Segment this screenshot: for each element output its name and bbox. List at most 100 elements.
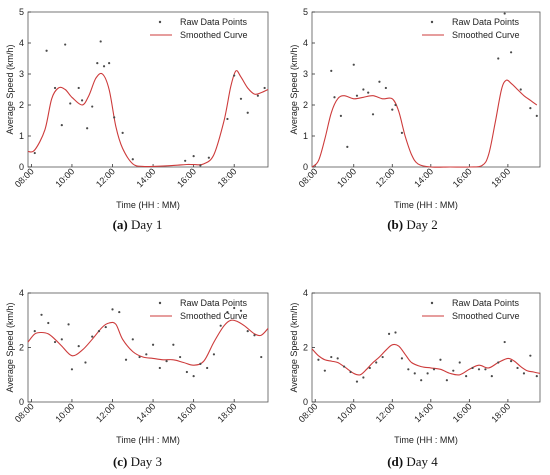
x-tick-label: 16:00 bbox=[175, 401, 198, 424]
x-axis-label: Time (HH : MM) bbox=[116, 435, 180, 445]
y-tick-label: 2 bbox=[19, 100, 24, 110]
raw-data-point bbox=[104, 325, 107, 329]
raw-data-point bbox=[330, 69, 333, 72]
x-tick-label: 18:00 bbox=[489, 166, 512, 189]
x-tick-label: 14:00 bbox=[412, 401, 435, 424]
x-tick-label: 16:00 bbox=[175, 166, 198, 189]
raw-data-point bbox=[99, 40, 102, 43]
raw-data-point bbox=[452, 369, 455, 372]
raw-data-point bbox=[138, 355, 141, 359]
x-tick-label: 12:00 bbox=[374, 401, 397, 424]
raw-data-point bbox=[519, 88, 522, 91]
raw-data-point bbox=[131, 158, 134, 161]
raw-data-point bbox=[226, 117, 229, 121]
legend-label: Raw Data Points bbox=[452, 17, 520, 27]
raw-data-point bbox=[362, 376, 365, 379]
raw-data-point bbox=[70, 368, 74, 371]
raw-data-point bbox=[179, 355, 182, 359]
raw-data-point bbox=[509, 360, 513, 363]
raw-data-point bbox=[246, 330, 249, 333]
y-tick-label: 1 bbox=[19, 131, 24, 141]
raw-data-point bbox=[346, 145, 349, 148]
x-tick-label: 14:00 bbox=[134, 166, 157, 189]
raw-data-point bbox=[484, 368, 487, 371]
x-axis-label: Time (HH : MM) bbox=[394, 200, 458, 210]
raw-data-point bbox=[387, 332, 391, 335]
raw-data-point bbox=[97, 330, 101, 333]
raw-data-point bbox=[375, 361, 378, 364]
raw-data-point bbox=[522, 372, 526, 375]
x-tick-label: 14:00 bbox=[134, 401, 157, 424]
legend-point-marker bbox=[430, 301, 434, 305]
x-tick-label: 08:00 bbox=[13, 166, 36, 189]
y-tick-label: 0 bbox=[303, 162, 308, 172]
raw-data-point bbox=[355, 94, 359, 97]
raw-data-point bbox=[45, 49, 48, 52]
raw-data-point bbox=[330, 355, 333, 359]
raw-data-point bbox=[317, 358, 320, 361]
raw-data-point bbox=[336, 357, 339, 360]
x-tick-label: 12:00 bbox=[374, 166, 397, 189]
raw-data-point bbox=[343, 365, 346, 368]
x-tick-label: 14:00 bbox=[412, 166, 435, 189]
raw-data-point bbox=[192, 155, 195, 158]
raw-data-point bbox=[86, 127, 89, 130]
raw-data-point bbox=[84, 361, 87, 364]
raw-data-point bbox=[192, 375, 195, 378]
y-tick-label: 3 bbox=[303, 69, 308, 79]
x-tick-label: 16:00 bbox=[451, 401, 474, 424]
raw-data-point bbox=[529, 354, 532, 357]
raw-data-point bbox=[199, 362, 202, 365]
raw-data-point bbox=[253, 334, 256, 337]
raw-data-point bbox=[246, 111, 249, 114]
y-tick-label: 4 bbox=[303, 38, 308, 48]
legend: Raw Data Points Smoothed Curve bbox=[422, 17, 520, 40]
raw-data-point bbox=[172, 343, 175, 346]
legend-label: Smoothed Curve bbox=[180, 30, 248, 40]
raw-data-point bbox=[33, 151, 36, 155]
x-tick-label: 16:00 bbox=[451, 166, 474, 189]
raw-data-point bbox=[458, 361, 461, 364]
raw-data-point bbox=[323, 369, 326, 372]
caption-day-3: (c) Day 3 bbox=[0, 454, 275, 470]
raw-data-point bbox=[503, 12, 506, 15]
raw-data-point bbox=[185, 370, 188, 374]
raw-data-point bbox=[91, 105, 94, 108]
raw-data-point bbox=[67, 323, 70, 326]
legend: Raw Data Points Smoothed Curve bbox=[150, 17, 248, 40]
raw-data-point bbox=[206, 366, 209, 370]
raw-data-point bbox=[199, 164, 202, 167]
raw-data-point bbox=[233, 306, 236, 310]
y-tick-label: 0 bbox=[19, 162, 24, 172]
raw-data-point bbox=[516, 366, 519, 370]
y-tick-label: 4 bbox=[19, 288, 24, 298]
raw-data-point bbox=[355, 380, 359, 383]
y-tick-label: 0 bbox=[19, 397, 24, 407]
y-tick-label: 3 bbox=[19, 69, 24, 79]
x-tick-label: 18:00 bbox=[216, 401, 239, 424]
caption-day-4: (d) Day 4 bbox=[275, 454, 550, 470]
raw-data-point bbox=[378, 80, 381, 83]
raw-data-point bbox=[529, 107, 532, 110]
y-tick-label: 2 bbox=[303, 100, 308, 110]
raw-data-point bbox=[371, 113, 375, 116]
smoothed-curve-line bbox=[27, 319, 269, 366]
raw-data-point bbox=[535, 375, 538, 378]
chart-day-3: 0 2 4 08:00 10:00 12:00 14:00 16:00 18:00 Time (H… bbox=[5, 288, 269, 445]
raw-data-point bbox=[91, 335, 94, 338]
y-tick-label: 2 bbox=[19, 343, 24, 353]
x-tick-label: 12:00 bbox=[94, 166, 117, 189]
raw-data-point bbox=[131, 338, 134, 341]
y-axis-label: Average Speed (km/h) bbox=[289, 303, 299, 393]
raw-data-point bbox=[40, 313, 43, 316]
caption-text: Day 4 bbox=[406, 454, 438, 469]
raw-data-point bbox=[420, 379, 423, 382]
raw-data-point bbox=[497, 361, 500, 364]
chart-day-1: 0 1 2 3 4 5 08:00 10:00 12:00 14:00 16:00 18:00 Time… bbox=[5, 7, 269, 210]
raw-data-point bbox=[381, 355, 384, 359]
y-tick-label: 2 bbox=[303, 343, 308, 353]
raw-data-point bbox=[33, 330, 36, 333]
raw-data-point bbox=[333, 96, 336, 99]
legend-label: Raw Data Points bbox=[180, 17, 248, 27]
